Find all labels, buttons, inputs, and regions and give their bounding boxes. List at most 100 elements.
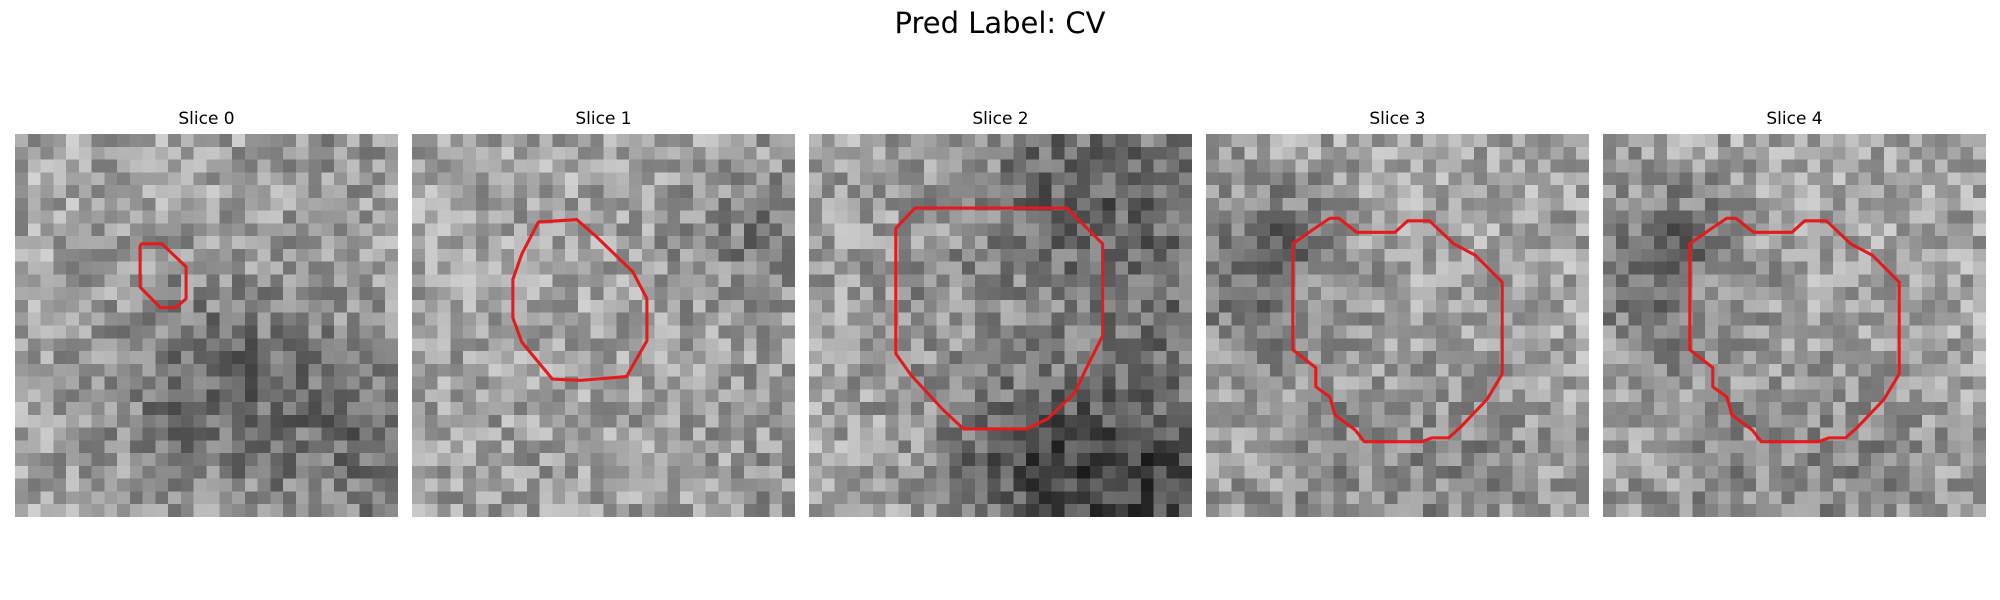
pixel xyxy=(15,415,28,428)
pixel xyxy=(616,185,629,198)
pixel xyxy=(15,223,28,236)
pixel xyxy=(1935,428,1948,441)
pixel xyxy=(847,415,860,428)
pixel xyxy=(334,185,347,198)
pixel xyxy=(347,223,360,236)
pixel xyxy=(1321,466,1334,479)
pixel xyxy=(898,172,911,185)
pixel xyxy=(347,287,360,300)
pixel xyxy=(744,300,757,313)
pixel xyxy=(1001,491,1014,504)
pixel xyxy=(1154,236,1167,249)
pixel xyxy=(1525,274,1538,287)
pixel xyxy=(1909,236,1922,249)
pixel xyxy=(1334,160,1347,173)
pixel xyxy=(181,453,194,466)
pixel xyxy=(15,453,28,466)
pixel xyxy=(616,338,629,351)
pixel xyxy=(1948,338,1961,351)
pixel xyxy=(1551,364,1564,377)
pixel xyxy=(450,491,463,504)
pixel xyxy=(835,300,848,313)
pixel xyxy=(1680,147,1693,160)
pixel xyxy=(1743,453,1756,466)
pixel xyxy=(835,134,848,147)
pixel xyxy=(1257,440,1270,453)
pixel xyxy=(988,211,1001,224)
pixel xyxy=(680,236,693,249)
pixel xyxy=(1935,389,1948,402)
pixel xyxy=(1026,300,1039,313)
pixel xyxy=(53,326,66,339)
pixel xyxy=(1103,351,1116,364)
pixel xyxy=(321,147,334,160)
pixel xyxy=(104,428,117,441)
pixel xyxy=(1232,185,1245,198)
pixel xyxy=(1563,198,1576,211)
pixel xyxy=(1474,440,1487,453)
pixel xyxy=(232,249,245,262)
pixel xyxy=(1603,479,1616,492)
pixel xyxy=(1846,479,1859,492)
pixel xyxy=(540,338,553,351)
pixel xyxy=(334,466,347,479)
pixel xyxy=(1385,389,1398,402)
pixel xyxy=(1731,440,1744,453)
pixel xyxy=(79,428,92,441)
pixel xyxy=(207,211,220,224)
pixel xyxy=(1909,172,1922,185)
pixel xyxy=(1858,326,1871,339)
pixel xyxy=(924,147,937,160)
pixel xyxy=(385,402,398,415)
pixel xyxy=(450,274,463,287)
pixel xyxy=(1039,185,1052,198)
pixel xyxy=(1090,300,1103,313)
pixel xyxy=(117,377,130,390)
pixel xyxy=(1052,453,1065,466)
pixel xyxy=(552,274,565,287)
pixel xyxy=(1973,453,1986,466)
pixel xyxy=(321,466,334,479)
pixel xyxy=(232,466,245,479)
pixel xyxy=(476,313,489,326)
pixel xyxy=(1782,453,1795,466)
pixel xyxy=(1705,389,1718,402)
pixel xyxy=(168,147,181,160)
pixel xyxy=(949,287,962,300)
pixel xyxy=(41,402,54,415)
pixel xyxy=(53,440,66,453)
pixel xyxy=(425,160,438,173)
pixel xyxy=(1948,453,1961,466)
pixel xyxy=(143,453,156,466)
pixel xyxy=(1103,326,1116,339)
pixel xyxy=(706,249,719,262)
pixel xyxy=(1257,274,1270,287)
pixel xyxy=(1039,147,1052,160)
pixel xyxy=(258,236,271,249)
pixel xyxy=(527,160,540,173)
pixel xyxy=(1922,147,1935,160)
pixel xyxy=(1756,364,1769,377)
pixel xyxy=(1474,415,1487,428)
pixel xyxy=(911,440,924,453)
pixel xyxy=(731,274,744,287)
pixel xyxy=(1257,211,1270,224)
pixel xyxy=(1128,440,1141,453)
pixel xyxy=(886,428,899,441)
pixel xyxy=(629,504,642,517)
pixel xyxy=(1334,134,1347,147)
pixel xyxy=(1449,185,1462,198)
pixel xyxy=(155,364,168,377)
pixel xyxy=(1692,300,1705,313)
pixel xyxy=(270,172,283,185)
pixel xyxy=(655,389,668,402)
pixel xyxy=(1206,198,1219,211)
pixel xyxy=(1960,364,1973,377)
pixel xyxy=(181,249,194,262)
pixel xyxy=(1206,389,1219,402)
pixel xyxy=(1436,364,1449,377)
pixel xyxy=(731,287,744,300)
pixel xyxy=(975,338,988,351)
pixel xyxy=(514,147,527,160)
pixel xyxy=(476,415,489,428)
